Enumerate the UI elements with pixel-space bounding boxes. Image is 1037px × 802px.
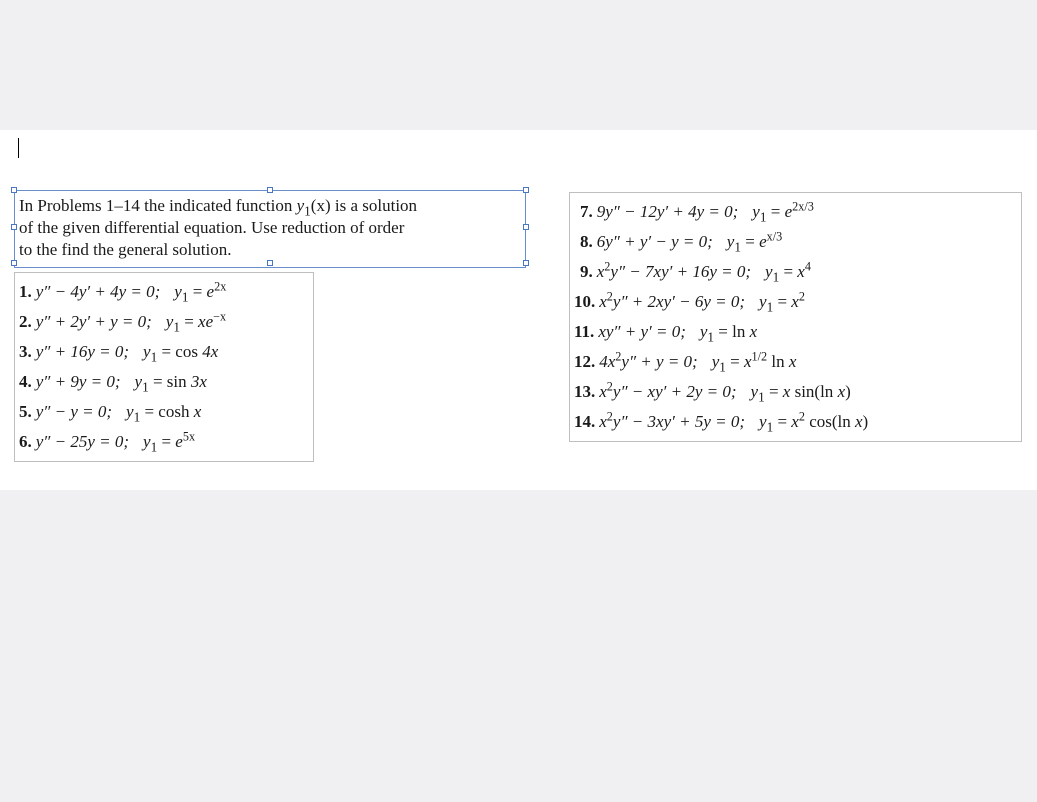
text: (x) bbox=[311, 196, 331, 215]
problem-row: 4.y″ + 9y = 0;y1 = sin 3x bbox=[19, 367, 309, 397]
problem-row: 13.x2y″ − xy′ + 2y = 0;y1 = x sin(ln x) bbox=[574, 377, 1017, 407]
selection-handle[interactable] bbox=[267, 187, 273, 193]
equation: y″ − 4y′ + 4y = 0; bbox=[36, 282, 161, 301]
selection-handle[interactable] bbox=[267, 260, 273, 266]
problem-row: 6.y″ − 25y = 0;y1 = e5x bbox=[19, 427, 309, 457]
problems-box-left: 1.y″ − 4y′ + 4y = 0;y1 = e2x 2.y″ + 2y′ … bbox=[14, 272, 314, 462]
selection-handle[interactable] bbox=[523, 224, 529, 230]
problem-row: 1.y″ − 4y′ + 4y = 0;y1 = e2x bbox=[19, 277, 309, 307]
equation: x2y″ − 3xy′ + 5y = 0; bbox=[599, 412, 745, 431]
instruction-text-box[interactable]: In Problems 1–14 the indicated function … bbox=[14, 190, 526, 268]
equation: y″ + 16y = 0; bbox=[36, 342, 129, 361]
problem-number: 2. bbox=[19, 312, 32, 331]
problem-number: 11. bbox=[574, 322, 594, 341]
problem-number: 14. bbox=[574, 412, 595, 431]
problem-number: 5. bbox=[19, 402, 32, 421]
selection-handle[interactable] bbox=[523, 187, 529, 193]
text-cursor bbox=[18, 138, 19, 158]
equation: x2y″ − xy′ + 2y = 0; bbox=[599, 382, 736, 401]
equation: 4x2y″ + y = 0; bbox=[599, 352, 697, 371]
instruction-line-2: of the given differential equation. Use … bbox=[19, 217, 519, 239]
selection-handle[interactable] bbox=[11, 224, 17, 230]
equation: xy″ + y′ = 0; bbox=[598, 322, 686, 341]
problem-number: 13. bbox=[574, 382, 595, 401]
problem-row: 2.y″ + 2y′ + y = 0;y1 = xe−x bbox=[19, 307, 309, 337]
problem-number: 3. bbox=[19, 342, 32, 361]
problem-row: 8.6y″ + y′ − y = 0;y1 = ex/3 bbox=[574, 227, 1017, 257]
equation: 9y″ − 12y′ + 4y = 0; bbox=[597, 202, 739, 221]
equation: x2y″ − 7xy′ + 16y = 0; bbox=[597, 262, 751, 281]
problem-number: 8. bbox=[580, 232, 593, 251]
selection-handle[interactable] bbox=[523, 260, 529, 266]
instruction-line-1: In Problems 1–14 the indicated function … bbox=[19, 195, 519, 217]
problem-number: 1. bbox=[19, 282, 32, 301]
problem-row: 3.y″ + 16y = 0;y1 = cos 4x bbox=[19, 337, 309, 367]
selection-handle[interactable] bbox=[11, 187, 17, 193]
problem-row: 12.4x2y″ + y = 0;y1 = x1/2 ln x bbox=[574, 347, 1017, 377]
problem-row: 9.x2y″ − 7xy′ + 16y = 0;y1 = x4 bbox=[574, 257, 1017, 287]
equation: y″ − y = 0; bbox=[36, 402, 112, 421]
problem-row: 11.xy″ + y′ = 0;y1 = ln x bbox=[574, 317, 1017, 347]
equation: y″ + 2y′ + y = 0; bbox=[36, 312, 152, 331]
problem-row: 7.9y″ − 12y′ + 4y = 0;y1 = e2x/3 bbox=[574, 197, 1017, 227]
problems-box-right: 7.9y″ − 12y′ + 4y = 0;y1 = e2x/3 8.6y″ +… bbox=[569, 192, 1022, 442]
problem-number: 10. bbox=[574, 292, 595, 311]
problem-number: 7. bbox=[580, 202, 593, 221]
equation: y″ − 25y = 0; bbox=[36, 432, 129, 451]
problem-number: 6. bbox=[19, 432, 32, 451]
problem-number: 9. bbox=[580, 262, 593, 281]
problem-row: 10.x2y″ + 2xy′ − 6y = 0;y1 = x2 bbox=[574, 287, 1017, 317]
problem-row: 14.x2y″ − 3xy′ + 5y = 0;y1 = x2 cos(ln x… bbox=[574, 407, 1017, 437]
equation: x2y″ + 2xy′ − 6y = 0; bbox=[599, 292, 745, 311]
problem-number: 12. bbox=[574, 352, 595, 371]
problem-row: 5.y″ − y = 0;y1 = cosh x bbox=[19, 397, 309, 427]
text: In Problems 1–14 the indicated function bbox=[19, 196, 297, 215]
instruction-line-3: to the find the general solution. bbox=[19, 239, 519, 261]
problem-number: 4. bbox=[19, 372, 32, 391]
selection-handle[interactable] bbox=[11, 260, 17, 266]
equation: 6y″ + y′ − y = 0; bbox=[597, 232, 713, 251]
text: is a solution bbox=[331, 196, 417, 215]
equation: y″ + 9y = 0; bbox=[36, 372, 121, 391]
